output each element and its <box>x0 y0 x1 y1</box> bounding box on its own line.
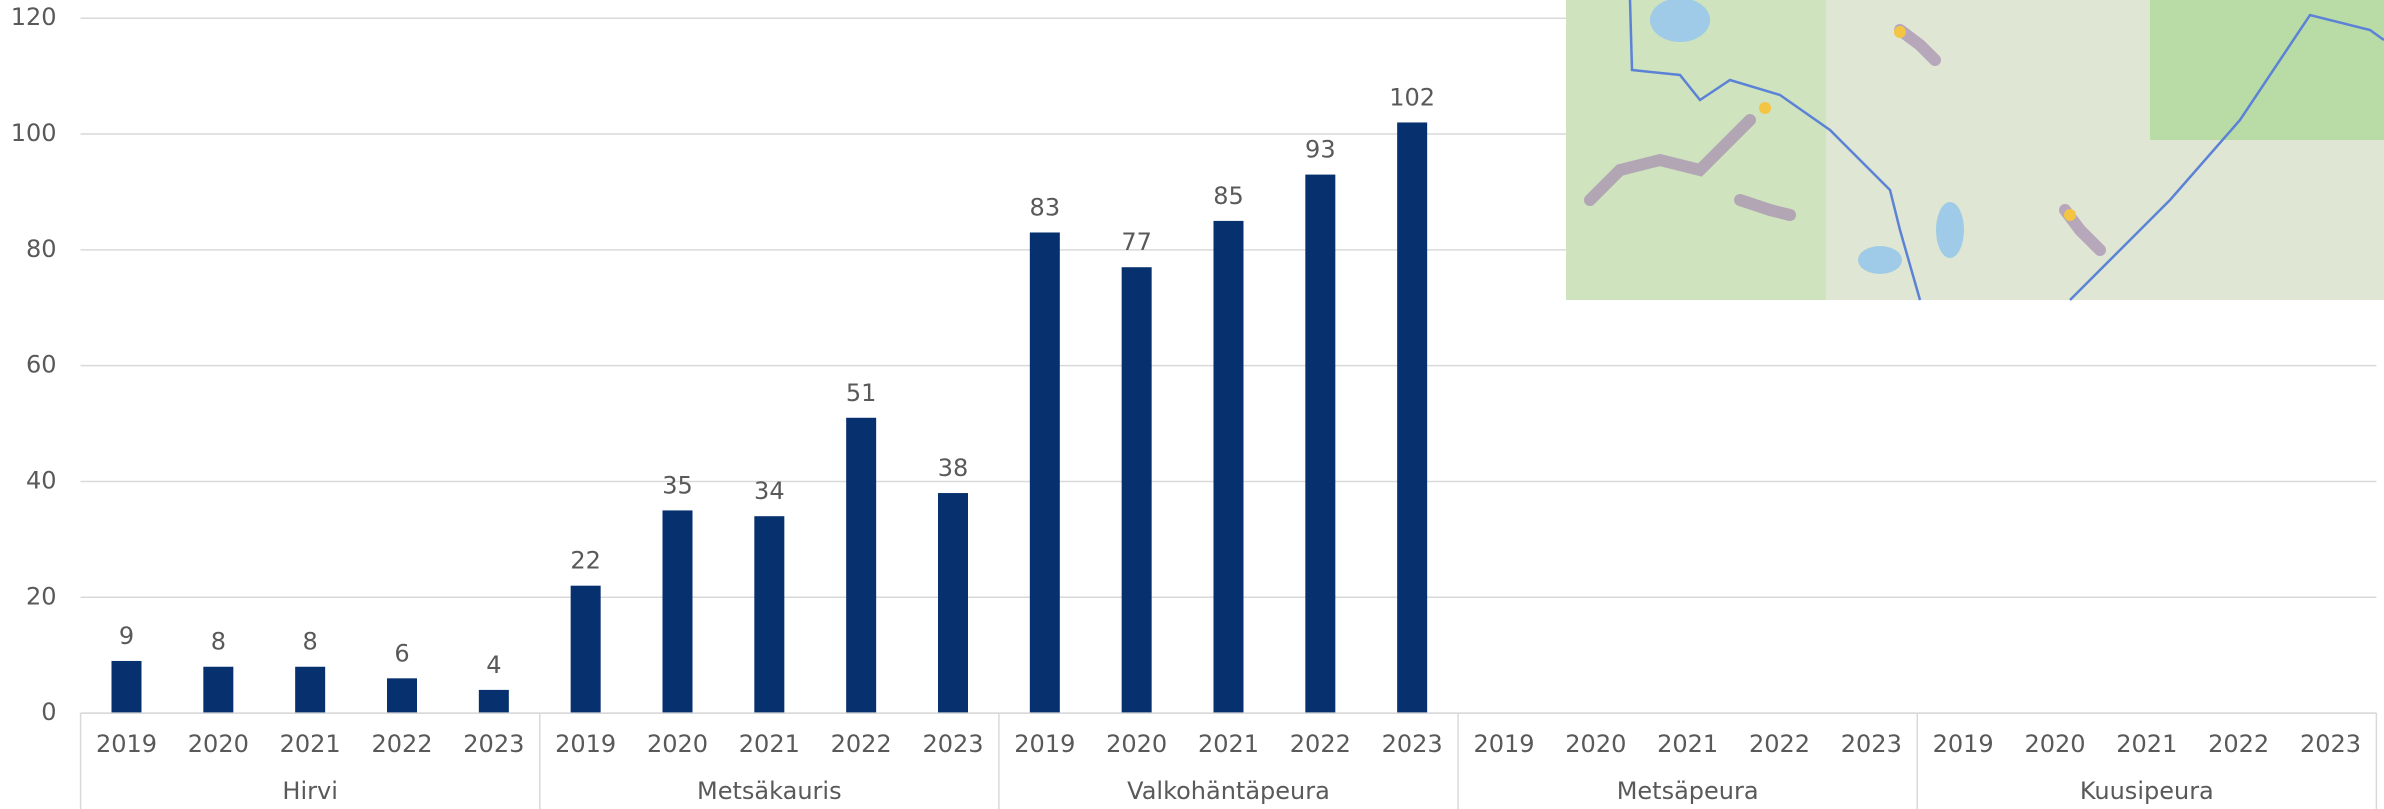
data-label: 83 <box>1030 193 1061 221</box>
y-tick-label: 60 <box>26 351 57 379</box>
bar <box>111 661 141 713</box>
y-tick-label: 20 <box>26 582 57 610</box>
data-label: 9 <box>119 622 134 650</box>
x-tick-label: 2019 <box>1473 730 1534 758</box>
bar <box>1213 221 1243 713</box>
x-tick-label: 2019 <box>1933 730 1994 758</box>
x-tick-label: 2020 <box>647 730 708 758</box>
data-label: 85 <box>1213 182 1244 210</box>
x-tick-label: 2021 <box>1657 730 1718 758</box>
x-tick-label: 2021 <box>2116 730 2177 758</box>
y-tick-label: 120 <box>11 3 57 31</box>
bar <box>938 493 968 713</box>
data-label: 38 <box>938 454 969 482</box>
data-label: 77 <box>1121 228 1152 256</box>
map-hotspot <box>1894 26 1906 38</box>
map-lake <box>1936 202 1964 258</box>
bar <box>662 510 692 713</box>
data-label: 22 <box>570 547 601 575</box>
map-hotspot <box>2064 209 2076 221</box>
map-lake <box>1858 246 1902 274</box>
y-tick-label: 100 <box>11 119 57 147</box>
x-tick-label: 2020 <box>2024 730 2085 758</box>
x-tick-label: 2023 <box>1382 730 1443 758</box>
group-label: Valkohäntäpeura <box>1127 777 1330 805</box>
x-tick-label: 2022 <box>2208 730 2269 758</box>
group-label: Metsäkauris <box>697 777 842 805</box>
y-tick-label: 40 <box>26 466 57 494</box>
bar <box>387 678 417 713</box>
data-label: 8 <box>303 628 318 656</box>
map-forest <box>1566 0 1826 300</box>
group-label: Hirvi <box>282 777 337 805</box>
x-tick-label: 2020 <box>188 730 249 758</box>
bar <box>1030 232 1060 713</box>
map-hotspot <box>1759 102 1771 114</box>
bar <box>1305 175 1335 713</box>
data-label: 51 <box>846 379 877 407</box>
x-tick-label: 2023 <box>2300 730 2361 758</box>
x-tick-label: 2022 <box>831 730 892 758</box>
bar <box>1122 267 1152 713</box>
map-lake <box>1650 0 1710 42</box>
x-tick-label: 2023 <box>922 730 983 758</box>
bar <box>1397 122 1427 713</box>
data-label: 8 <box>211 628 226 656</box>
x-tick-label: 2022 <box>371 730 432 758</box>
x-tick-label: 2022 <box>1290 730 1351 758</box>
group-label: Kuusipeura <box>2080 777 2214 805</box>
data-label: 102 <box>1389 83 1435 111</box>
data-label: 4 <box>486 651 501 679</box>
x-tick-label: 2020 <box>1106 730 1167 758</box>
chart: 0 20 40 60 80 100 120 2019 9 2020 8 2021 8 2022 6 2023 4… <box>0 0 2384 809</box>
data-label: 6 <box>394 639 409 667</box>
x-tick-label: 2019 <box>96 730 157 758</box>
bar <box>203 667 233 713</box>
group-label: Metsäpeura <box>1617 777 1759 805</box>
data-label: 35 <box>662 471 693 499</box>
x-tick-label: 2023 <box>1841 730 1902 758</box>
bar <box>846 418 876 713</box>
bar <box>479 690 509 713</box>
data-label: 34 <box>754 477 785 505</box>
x-tick-label: 2023 <box>463 730 524 758</box>
bar <box>571 586 601 713</box>
x-tick-label: 2019 <box>555 730 616 758</box>
map-forest <box>2150 0 2384 140</box>
y-tick-label: 0 <box>41 698 56 726</box>
x-tick-label: 2020 <box>1565 730 1626 758</box>
bar <box>295 667 325 713</box>
x-tick-label: 2021 <box>739 730 800 758</box>
x-tick-label: 2019 <box>1014 730 1075 758</box>
x-tick-label: 2021 <box>280 730 341 758</box>
x-tick-label: 2021 <box>1198 730 1259 758</box>
bar <box>754 516 784 713</box>
y-tick-label: 80 <box>26 235 57 263</box>
data-label: 93 <box>1305 136 1336 164</box>
map-inset <box>1566 0 2384 300</box>
x-tick-label: 2022 <box>1749 730 1810 758</box>
